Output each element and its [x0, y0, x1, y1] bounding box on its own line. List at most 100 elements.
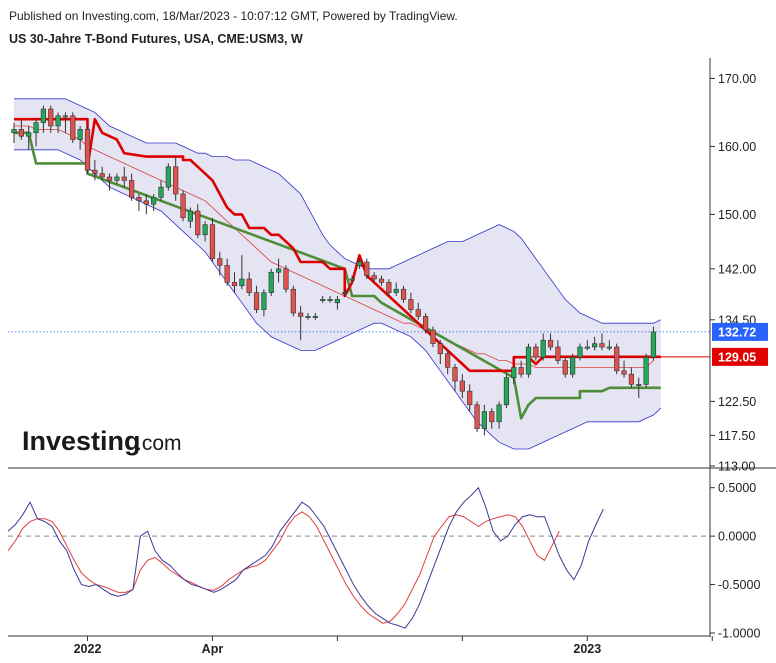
candle	[599, 333, 605, 351]
candle-body	[114, 176, 120, 181]
candle	[129, 173, 135, 201]
candle-body	[18, 129, 24, 137]
candle-body	[650, 331, 657, 358]
candle-body	[481, 411, 488, 429]
candle	[11, 122, 17, 143]
y-tick-label: 160.00	[718, 140, 756, 154]
candle-body	[77, 129, 83, 140]
candle-body	[415, 309, 421, 317]
candle-body	[364, 261, 370, 276]
candle	[92, 160, 98, 181]
candle-body	[569, 356, 576, 375]
candle	[62, 112, 69, 133]
candle	[386, 279, 392, 296]
candle	[540, 333, 546, 361]
candle	[533, 343, 539, 361]
candle-body	[511, 367, 517, 378]
candle	[584, 340, 590, 351]
candle	[378, 275, 385, 286]
candle	[158, 180, 164, 201]
y-tick-label: 122.50	[718, 395, 756, 409]
candle-body	[290, 288, 296, 314]
candle-body	[55, 115, 61, 127]
bollinger-middle-line	[14, 125, 654, 368]
candle	[489, 408, 495, 429]
candle	[253, 285, 260, 313]
osc-tick-label: 0.5000	[718, 481, 756, 495]
candle	[187, 207, 194, 228]
candle	[114, 173, 120, 184]
candle	[650, 326, 657, 361]
candle-body	[84, 129, 91, 171]
candle-body	[261, 292, 267, 310]
candle	[165, 163, 171, 191]
oscillator-fast-line	[7, 486, 604, 629]
candle	[606, 340, 612, 351]
candle-body	[305, 316, 311, 318]
candle	[393, 282, 399, 296]
chart-title: US 30-Jahre T-Bond Futures, USA, CME:USM…	[9, 32, 303, 46]
candle	[415, 302, 421, 320]
candle	[40, 105, 46, 133]
candle	[334, 296, 341, 310]
candle-body	[503, 377, 510, 406]
candle	[364, 258, 370, 279]
candle-body	[283, 268, 289, 290]
candle-body	[246, 278, 252, 293]
candle	[195, 204, 201, 239]
candle-body	[474, 404, 480, 429]
candle	[569, 353, 576, 378]
y-tick-label: 150.00	[718, 208, 756, 222]
candle-body	[62, 115, 69, 118]
candle	[592, 336, 598, 351]
candle	[356, 258, 363, 269]
candle-body	[165, 166, 171, 188]
candle-body	[393, 288, 399, 293]
candle-body	[253, 292, 260, 310]
candle	[275, 258, 282, 283]
x-tick-label: 2022	[74, 642, 102, 656]
candle-body	[400, 288, 407, 300]
candle-body	[209, 224, 216, 259]
oscillator-panel	[7, 486, 710, 629]
candle	[496, 401, 502, 429]
candle-body	[386, 282, 392, 293]
logo-suffix: .com	[136, 432, 182, 455]
candle	[33, 119, 39, 147]
candle-body	[599, 343, 605, 348]
candle-body	[99, 173, 105, 178]
x-tick-label: 2023	[573, 642, 601, 656]
candle-body	[636, 384, 642, 386]
candle-body	[525, 346, 532, 375]
candle	[55, 112, 61, 133]
candle	[298, 306, 304, 341]
candle	[555, 340, 561, 364]
candle	[136, 194, 142, 211]
candle-body	[121, 176, 127, 181]
candle	[283, 265, 289, 293]
candle	[562, 357, 568, 378]
candle-body	[584, 346, 590, 349]
candle-body	[180, 193, 186, 219]
candle	[518, 360, 524, 378]
candle	[422, 313, 429, 334]
osc-tick-label: -0.5000	[718, 578, 760, 592]
axes: 170.00160.00150.00142.00134.50122.50117.…	[8, 58, 776, 656]
candle-body	[334, 299, 341, 304]
candle-body	[158, 186, 164, 198]
candle-body	[312, 316, 318, 318]
candle	[121, 166, 127, 188]
candle-body	[592, 343, 598, 348]
candle	[636, 377, 642, 398]
candle	[349, 275, 355, 283]
candle	[452, 364, 458, 392]
candle-body	[643, 356, 649, 385]
logo-brand: Investing	[22, 426, 141, 456]
candle-body	[540, 339, 546, 358]
candle-body	[33, 122, 39, 134]
investing-logo: Investing .com	[22, 426, 182, 456]
candle	[268, 268, 274, 296]
candle	[70, 112, 76, 143]
candle	[312, 313, 318, 320]
